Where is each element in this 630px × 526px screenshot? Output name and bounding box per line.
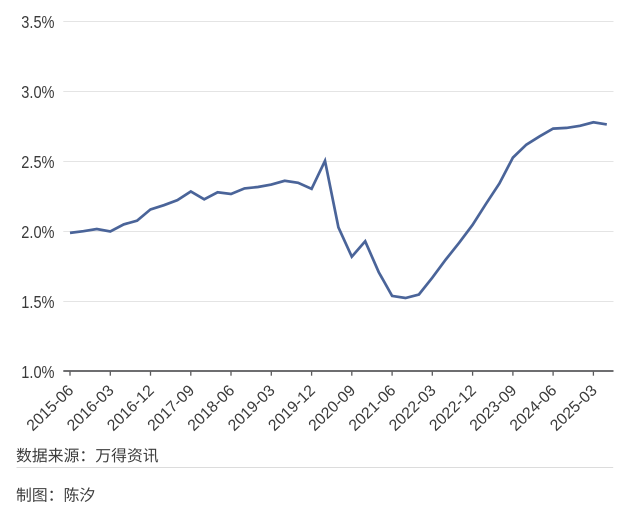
- svg-text:2.5%: 2.5%: [21, 152, 54, 172]
- svg-text:2.0%: 2.0%: [21, 222, 54, 242]
- svg-text:1.0%: 1.0%: [21, 362, 54, 382]
- svg-text:3.5%: 3.5%: [21, 12, 54, 32]
- svg-text:3.0%: 3.0%: [21, 82, 54, 102]
- svg-text:1.5%: 1.5%: [21, 292, 54, 312]
